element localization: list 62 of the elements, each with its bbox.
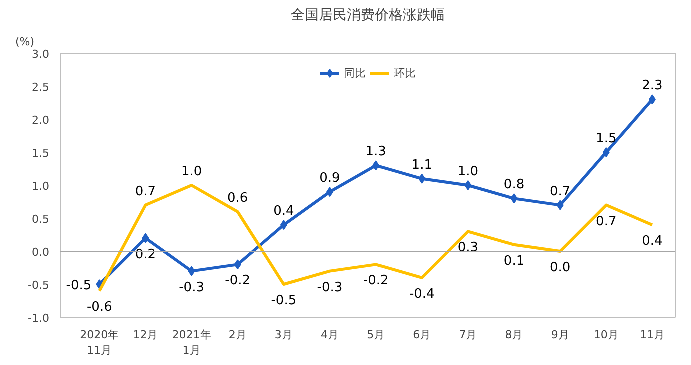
x-tick-label: 5月 <box>367 328 386 342</box>
point <box>556 200 564 210</box>
x-tick-label: 8月 <box>505 328 524 342</box>
x-tick-label: 3月 <box>274 328 293 342</box>
point <box>464 180 472 190</box>
data-label: 1.1 <box>412 158 432 173</box>
data-label: 0.1 <box>504 254 525 269</box>
data-label: 0.9 <box>320 171 340 186</box>
data-label: 0.4 <box>642 234 663 250</box>
data-label: -0.3 <box>317 280 343 296</box>
point <box>280 220 288 230</box>
y-axis-title: (%) <box>16 36 35 48</box>
data-label: 1.0 <box>458 164 479 180</box>
data-label: -0.4 <box>409 286 435 302</box>
data-label: 0.4 <box>274 204 294 220</box>
x-tick-label: 6月 <box>413 328 432 342</box>
data-label: -0.5 <box>271 294 297 308</box>
point <box>648 94 656 105</box>
data-label: 0.8 <box>504 178 525 193</box>
point <box>188 266 196 276</box>
y-tick-label: -1.0 <box>28 312 50 325</box>
data-label: -0.2 <box>363 274 389 289</box>
data-label: 1.3 <box>366 144 386 160</box>
point <box>372 160 380 171</box>
y-tick-label: 3.0 <box>32 48 50 61</box>
point <box>602 148 610 158</box>
point <box>418 174 426 184</box>
y-tick-label: 2.0 <box>32 114 50 127</box>
point <box>142 233 150 244</box>
y-tick-label: 0.0 <box>32 246 50 259</box>
y-tick-label: 1.0 <box>32 180 50 193</box>
x-tick-label: 12月 <box>133 328 158 342</box>
x-tick-label: 7月 <box>459 328 478 342</box>
y-tick-label: 1.5 <box>32 147 50 160</box>
x-tick-label: 11月 <box>640 328 665 342</box>
chart-title: 全国居民消费价格涨跌幅 <box>291 8 445 24</box>
data-label: -0.6 <box>86 300 112 316</box>
data-label: -0.3 <box>179 280 204 296</box>
legend-label: 环比 <box>394 66 416 80</box>
data-label: 0.7 <box>135 184 156 200</box>
x-tick-label: 2020年 11月 <box>80 328 120 358</box>
y-tick-label: 2.5 <box>32 81 50 94</box>
legend-label: 同比 <box>344 66 366 80</box>
data-label: 0.7 <box>550 184 571 200</box>
data-label: -0.5 <box>66 278 92 294</box>
y-tick-label: -0.5 <box>28 279 50 292</box>
data-label: -0.2 <box>225 274 251 289</box>
data-label: 1.5 <box>596 132 617 146</box>
data-label: 1.0 <box>181 164 202 180</box>
y-tick-label: 0.5 <box>32 213 50 226</box>
point <box>326 187 334 198</box>
x-tick-label: 9月 <box>551 328 570 342</box>
data-label: 0.7 <box>596 214 617 230</box>
x-tick-label: 2021年 1月 <box>172 328 212 358</box>
x-tick-label: 2月 <box>228 328 247 342</box>
data-label: 2.3 <box>642 78 663 94</box>
point <box>234 260 242 270</box>
x-tick-label: 4月 <box>320 328 339 342</box>
data-label: 0.6 <box>228 190 248 206</box>
point <box>510 194 518 204</box>
x-tick-label: 10月 <box>594 328 619 342</box>
data-label: 0.0 <box>550 260 571 276</box>
